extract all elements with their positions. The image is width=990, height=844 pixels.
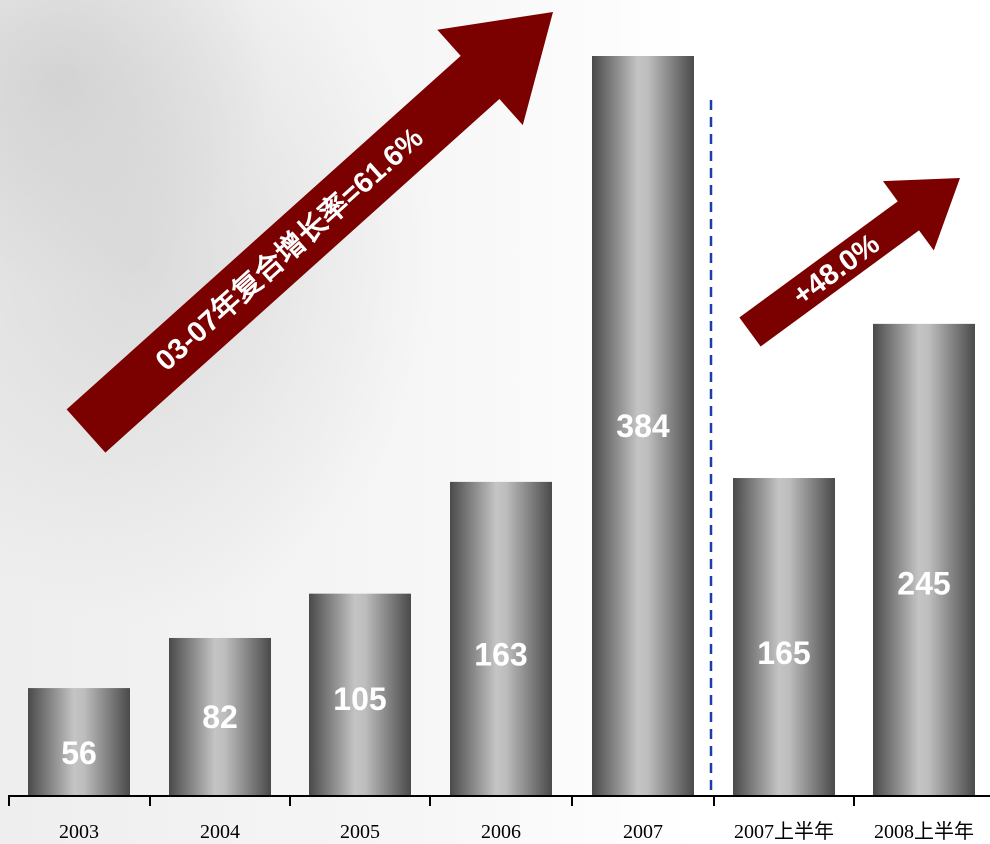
cagr-arrow-shape bbox=[66, 11, 554, 453]
bar-2003 bbox=[28, 688, 130, 796]
growth-arrow-shape bbox=[739, 178, 960, 347]
x-tick-label-2004: 2004 bbox=[200, 821, 240, 843]
x-tick-label-2006: 2006 bbox=[481, 821, 521, 843]
data-label-2007上半年: 165 bbox=[757, 635, 810, 671]
data-label-2007: 384 bbox=[616, 408, 670, 444]
bar-2007 bbox=[592, 56, 694, 796]
x-tick-label-2007: 2007 bbox=[623, 821, 663, 843]
bar-2007上半年 bbox=[733, 478, 835, 796]
data-label-2003: 56 bbox=[61, 735, 97, 771]
data-label-2004: 82 bbox=[202, 699, 238, 735]
cagr-arrow: 03-07年复合增长率=61.6% bbox=[66, 11, 554, 453]
bar-2004 bbox=[169, 637, 271, 796]
x-tick-label-2003: 2003 bbox=[59, 821, 99, 843]
x-axis: 2003 2004 2005 2006 2007 2007上半年 2008上半年 bbox=[8, 795, 990, 843]
x-tick-label-2008上半年: 2008上半年 bbox=[874, 820, 974, 843]
growth-arrows: 03-07年复合增长率=61.6% +48.0% bbox=[66, 11, 960, 453]
bar-2008上半年 bbox=[873, 323, 975, 796]
bar-2005 bbox=[309, 593, 411, 796]
cagr-arrow-label: 03-07年复合增长率=61.6% bbox=[148, 120, 429, 377]
data-label-2008上半年: 245 bbox=[897, 566, 950, 602]
growth-arrow-label: +48.0% bbox=[787, 228, 886, 313]
data-label-2005: 105 bbox=[333, 681, 386, 717]
bars-layer: 56 82 105 163 384 165 245 bbox=[28, 56, 975, 796]
bar-2006 bbox=[450, 481, 552, 796]
x-tick-label-2005: 2005 bbox=[340, 821, 380, 843]
x-tick-label-2007上半年: 2007上半年 bbox=[734, 820, 834, 843]
data-label-2006: 163 bbox=[474, 637, 527, 673]
